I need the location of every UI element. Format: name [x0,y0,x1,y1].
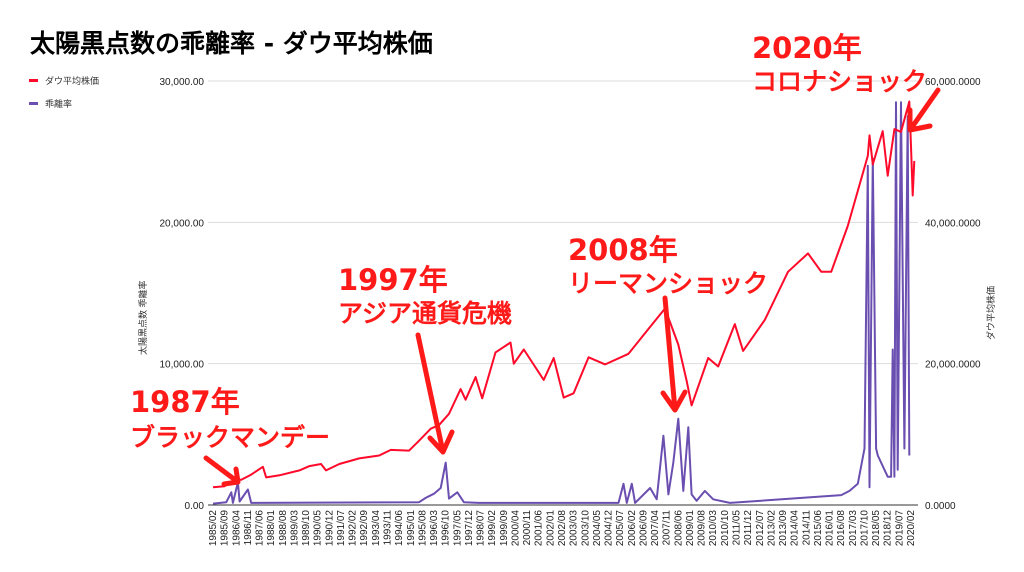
annotation-2020-event: コロナショック [752,67,927,96]
x-tick-label: 1996/10 [441,510,452,547]
legend: ダウ平均株価 乖離率 [29,75,99,109]
x-tick-label: 2019/07 [894,510,905,547]
x-tick-label: 2001/06 [534,510,545,547]
x-tick-label: 2007/11 [662,510,673,546]
x-tick-label: 1997/05 [452,510,463,547]
x-tick-label: 2006/02 [627,510,638,547]
legend-label-dow: ダウ平均株価 [45,75,99,86]
arrow-2008-icon [660,295,688,413]
legend-label-kairi: 乖離率 [45,98,72,109]
x-tick-label: 2010/03 [708,510,719,547]
x-tick-label: 1988/08 [278,510,289,547]
x-tick-label: 1987/06 [255,510,266,547]
x-tick-label: 2006/09 [638,510,649,547]
x-tick-label: 2020/02 [906,510,917,547]
x-tick-label: 1994/06 [394,510,405,547]
right-axis-title: ダウ平均株価 [985,286,996,340]
x-tick-label: 2005/07 [615,510,626,547]
x-tick-label: 2018/12 [883,510,894,547]
x-tick-label: 2010/10 [720,510,731,547]
x-tick-label: 1998/07 [476,510,487,547]
right-tick-label: 20,000.0000 [925,360,981,371]
left-tick-label: 30,000.00 [160,77,205,88]
x-tick-label: 2003/10 [580,510,591,547]
x-tick-label: 2009/01 [685,510,696,547]
right-tick-label: 40,000.0000 [925,218,981,229]
left-tick-label: 10,000.00 [160,360,205,371]
x-tick-label: 2017/03 [848,510,859,547]
x-tick-label: 1989/03 [289,510,300,547]
annotation-2008-event: リーマンショック [568,269,768,298]
x-tick-label: 1990/05 [313,510,324,547]
left-tick-label: 20,000.00 [160,218,205,229]
x-tick-label: 1993/04 [371,510,382,547]
x-tick-label: 2014/04 [790,510,801,547]
x-tick-label: 2017/10 [859,510,870,547]
x-axis: 1985/02 1985/09 1986/04 1986/11 1987/06 1988/… [208,510,917,547]
left-axis-title: 太陽黒点数 乖離率 [137,280,148,355]
x-tick-label: 2004/12 [604,510,615,547]
x-tick-label: 1989/10 [301,510,312,547]
left-axis: 0.00 10,000.00 20,000.00 30,000.00 [160,77,205,512]
annotation-2008-year: 2008年 [568,233,678,267]
x-tick-label: 1996/03 [429,510,440,547]
x-tick-label: 1986/11 [243,510,254,546]
x-tick-label: 1985/09 [220,510,231,547]
x-tick-label: 1995/08 [417,510,428,547]
x-tick-label: 1985/02 [208,510,219,547]
x-tick-label: 2015/06 [813,510,824,547]
annotations: 1987年 ブラックマンデー 1997年 アジア通貨危機 2008年 リーマンシ… [130,31,941,487]
x-tick-label: 2012/07 [755,510,766,547]
legend-swatch-kairi [29,102,38,105]
x-tick-label: 1991/07 [336,510,347,547]
arrow-2020-icon [907,87,941,133]
gridlines [208,80,918,506]
x-tick-label: 2011/12 [743,510,754,546]
right-tick-label: 60,000.0000 [925,77,981,88]
annotation-1987-year: 1987年 [130,385,240,419]
x-tick-label: 2008/06 [673,510,684,547]
x-tick-label: 1986/04 [231,510,242,547]
x-tick-label: 1993/11 [383,510,394,546]
x-tick-label: 2000/04 [510,510,521,547]
x-tick-label: 1995/01 [406,510,417,547]
x-tick-label: 2002/08 [557,510,568,547]
right-tick-label: 0.0000 [925,501,956,512]
x-tick-label: 2004/05 [592,510,603,547]
arrow-1997-icon [415,332,455,455]
x-tick-label: 2013/09 [778,510,789,547]
dow-line [212,100,916,489]
x-tick-label: 1999/02 [487,510,498,547]
x-tick-label: 2016/01 [825,510,836,547]
x-tick-label: 1992/09 [359,510,370,547]
x-tick-label: 2003/03 [569,510,580,547]
arrow-1987-icon [203,455,241,487]
x-tick-label: 1997/12 [464,510,475,547]
x-tick-label: 2011/05 [732,510,743,546]
annotation-1997-year: 1997年 [338,263,448,297]
annotation-1997-event: アジア通貨危機 [338,299,512,328]
annotation-1987-event: ブラックマンデー [130,423,330,452]
x-tick-label: 2009/08 [697,510,708,547]
series-lines [212,100,916,505]
kairi-line [212,101,911,505]
x-tick-label: 2013/02 [766,510,777,547]
right-axis: 0.0000 20,000.0000 40,000.0000 60,000.0000 [925,77,981,512]
x-tick-label: 1990/12 [324,510,335,547]
x-tick-label: 1999/09 [499,510,510,547]
annotation-2020-year: 2020年 [752,31,862,65]
x-tick-label: 2000/11 [522,510,533,546]
x-tick-label: 2002/01 [545,510,556,547]
x-tick-label: 2014/11 [801,510,812,546]
x-tick-label: 2007/04 [650,510,661,547]
x-tick-label: 1988/01 [266,510,277,547]
x-tick-label: 2016/08 [836,510,847,547]
x-tick-label: 2018/05 [871,510,882,547]
chart-title: 太陽黒点数の乖離率 - ダウ平均株価 [30,29,433,58]
left-tick-label: 0.00 [185,501,205,512]
x-tick-label: 1992/02 [348,510,359,547]
legend-swatch-dow [29,79,38,82]
